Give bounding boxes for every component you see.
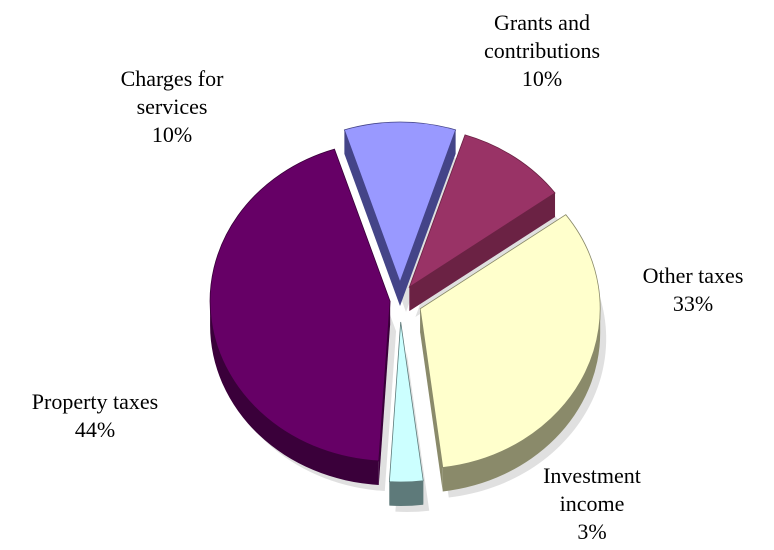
slice-charges-for-services bbox=[343, 121, 457, 284]
slice-property-taxes-rim bbox=[210, 301, 379, 485]
slice-charges-for-services-label-line: Charges for bbox=[121, 66, 225, 91]
slice-investment-income-percent: 3% bbox=[577, 519, 606, 544]
slice-grants-and-contributions-percent: 10% bbox=[522, 66, 562, 91]
slice-property-taxes-label-line: Property taxes bbox=[32, 389, 158, 414]
slice-grants-and-contributions-label-line: contributions bbox=[484, 38, 600, 63]
slice-charges-for-services-percent: 10% bbox=[152, 122, 192, 147]
slice-other-taxes-label: Other taxes 33% bbox=[643, 263, 744, 316]
slice-investment-income-label-line: Investment bbox=[543, 463, 641, 488]
slice-investment-income-label-line: income bbox=[560, 491, 625, 516]
slice-charges-for-services-label: Charges for services 10% bbox=[121, 66, 225, 147]
slice-charges-for-services-wall-start bbox=[344, 129, 400, 306]
slice-investment-income bbox=[388, 321, 424, 483]
slice-grants-and-contributions-label: Grants and contributions 10% bbox=[484, 10, 600, 91]
slice-property-taxes bbox=[209, 148, 391, 462]
slice-property-taxes-label: Property taxes 44% bbox=[32, 389, 158, 442]
slice-investment-income-label: Investment income 3% bbox=[543, 463, 641, 544]
slice-other-taxes-wall-end bbox=[420, 308, 443, 492]
slice-other-taxes-rim bbox=[442, 308, 601, 492]
slice-grants-and-contributions-wall-end bbox=[409, 193, 556, 312]
slice-charges-for-services-wall-end bbox=[400, 129, 456, 306]
slice-property-taxes-wall-start bbox=[378, 301, 391, 485]
slice-property-taxes-percent: 44% bbox=[75, 417, 115, 442]
slice-other-taxes-label-line: Other taxes bbox=[643, 263, 744, 288]
slice-investment-income-rim bbox=[389, 480, 424, 506]
slice-other-taxes bbox=[419, 214, 601, 468]
pie-label-layer: Grants and contributions 10% Other taxes 33%… bbox=[32, 10, 744, 544]
slice-charges-for-services-label-line: services bbox=[137, 94, 208, 119]
slice-other-taxes-percent: 33% bbox=[673, 291, 713, 316]
pie-top-layer bbox=[209, 121, 601, 483]
slice-grants-and-contributions-label-line: Grants and bbox=[494, 10, 590, 35]
slice-grants-and-contributions bbox=[408, 134, 556, 289]
